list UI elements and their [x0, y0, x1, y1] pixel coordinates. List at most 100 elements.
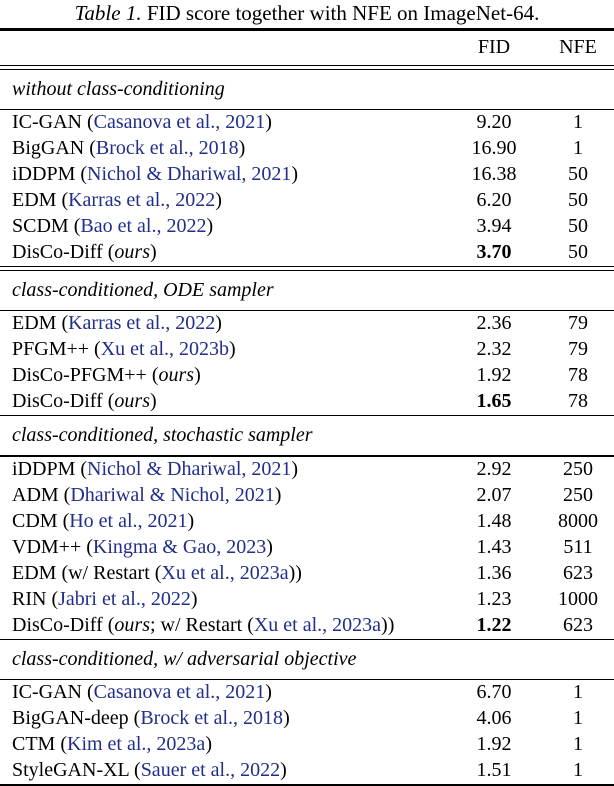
method-text: DisCo-PFGM++ ( — [12, 364, 159, 387]
citation-link[interactable]: Casanova et al., 2021 — [93, 110, 266, 133]
fid-value: 6.20 — [476, 188, 512, 211]
citation-link[interactable]: Brock et al., 2018 — [140, 707, 284, 730]
citation-link[interactable]: Ho et al., 2021 — [69, 509, 188, 532]
nfe-value: 78 — [568, 364, 588, 387]
citation-link[interactable]: Casanova et al., 2021 — [93, 681, 266, 704]
method-text: VDM++ ( — [12, 535, 93, 558]
section-title-rule — [0, 108, 614, 110]
section-title-rule — [0, 455, 614, 457]
section-title: class-conditioned, ODE sampler — [12, 278, 274, 301]
citation-link[interactable]: Nichol & Dhariwal, 2021 — [87, 457, 292, 480]
citation-link[interactable]: Karras et al., 2022 — [68, 188, 216, 211]
fid-value: 1.22 — [476, 613, 512, 636]
method-text: ) — [190, 587, 198, 610]
method-text: BigGAN-deep ( — [12, 707, 141, 730]
fid-value: 1.43 — [476, 535, 512, 558]
results-table: FID NFE without class-conditioning IC-GAN… — [0, 28, 614, 786]
citation-link[interactable]: Nichol & Dhariwal, 2021 — [87, 162, 292, 185]
nfe-value: 250 — [563, 457, 593, 480]
citation-link[interactable]: Xu et al., 2023a — [253, 613, 382, 636]
fid-value: 2.32 — [476, 338, 512, 361]
method-cell: iDDPM (Nichol & Dhariwal, 2021) — [0, 162, 446, 188]
nfe-value: 623 — [563, 561, 593, 584]
method-text: )) — [288, 561, 302, 584]
method-text: ) — [291, 162, 299, 185]
fid-value: 1.65 — [476, 390, 512, 413]
table-row: IC-GAN (Casanova et al., 2021) 6.70 1 — [0, 680, 614, 706]
method-cell: BigGAN-deep (Brock et al., 2018) — [0, 706, 446, 732]
method-text: ) — [291, 457, 299, 480]
fid-value: 9.20 — [476, 110, 512, 133]
citation-link[interactable]: Brock et al., 2018 — [95, 136, 239, 159]
method-text: ) — [280, 759, 287, 782]
table-row: DisCo-PFGM++ (ours) 1.92 78 — [0, 363, 614, 389]
method-text: )) — [381, 613, 395, 636]
table-row: EDM (Karras et al., 2022) 2.36 79 — [0, 311, 614, 337]
header-double-rule — [0, 64, 614, 70]
method-text: PFGM++ ( — [12, 338, 101, 361]
method-cell: iDDPM (Nichol & Dhariwal, 2021) — [0, 457, 446, 483]
fid-value: 1.36 — [476, 561, 512, 584]
method-text: ) — [149, 390, 157, 413]
method-cell: IC-GAN (Casanova et al., 2021) — [0, 680, 446, 706]
method-cell: PFGM++ (Xu et al., 2023b) — [0, 337, 446, 363]
citation-link[interactable]: Xu et al., 2023b — [100, 338, 230, 361]
method-text: ) — [265, 110, 272, 133]
method-cell: BigGAN (Brock et al., 2018) — [0, 136, 446, 162]
method-text: RIN ( — [12, 587, 59, 610]
method-text: StyleGAN-XL ( — [12, 759, 141, 782]
method-text: IC-GAN ( — [12, 110, 94, 133]
citation-link[interactable]: Sauer et al., 2022 — [140, 759, 281, 782]
citation-link[interactable]: Kim et al., 2023a — [67, 733, 206, 756]
table-row: IC-GAN (Casanova et al., 2021) 9.20 1 — [0, 110, 614, 136]
citation-link[interactable]: Jabri et al., 2022 — [58, 587, 191, 610]
method-text: ADM ( — [12, 483, 71, 506]
method-text: ; w/ Restart ( — [149, 613, 254, 636]
fid-value: 3.94 — [476, 214, 512, 237]
citation-link[interactable]: Dhariwal & Nichol, 2021 — [70, 483, 275, 506]
header-row: FID NFE — [0, 31, 614, 65]
col-header-nfe: NFE — [559, 35, 597, 58]
method-text: ) — [283, 707, 290, 730]
fid-value: 6.70 — [476, 681, 512, 704]
method-text: ) — [215, 188, 222, 211]
method-text: IC-GAN ( — [12, 681, 94, 704]
method-text: ) — [238, 136, 246, 159]
table-row: ADM (Dhariwal & Nichol, 2021) 2.07 250 — [0, 483, 614, 509]
nfe-value: 8000 — [558, 509, 598, 532]
method-cell: EDM (Karras et al., 2022) — [0, 188, 446, 214]
table-row: iDDPM (Nichol & Dhariwal, 2021) 16.38 50 — [0, 162, 614, 188]
method-text: EDM ( — [12, 312, 69, 335]
fid-value: 2.07 — [476, 483, 512, 506]
method-text: DisCo-Diff ( — [12, 613, 115, 636]
citation-link[interactable]: Xu et al., 2023a — [161, 561, 289, 584]
method-text: ) — [149, 240, 157, 263]
method-cell: DisCo-Diff (ours; w/ Restart (Xu et al.,… — [0, 613, 446, 639]
fid-value: 1.92 — [476, 364, 512, 387]
nfe-value: 1 — [573, 110, 583, 133]
caption-label: Table 1. — [74, 1, 142, 25]
method-cell: IC-GAN (Casanova et al., 2021) — [0, 110, 446, 136]
fid-value: 1.23 — [476, 587, 512, 610]
section-title: class-conditioned, stochastic sampler — [12, 424, 313, 447]
method-text: ) — [194, 364, 201, 387]
table-body: without class-conditioning IC-GAN (Casano… — [0, 70, 614, 785]
method-text: ) — [215, 312, 222, 335]
citation-link[interactable]: Karras et al., 2022 — [68, 312, 216, 335]
fid-value: 1.48 — [476, 509, 512, 532]
table-caption: Table 1. FID score together with NFE on … — [0, 0, 614, 28]
citation-link[interactable]: Bao et al., 2022 — [80, 214, 207, 237]
method-cell: EDM (Karras et al., 2022) — [0, 311, 446, 337]
nfe-value: 50 — [568, 214, 588, 237]
nfe-value: 50 — [568, 188, 588, 211]
nfe-value: 1000 — [558, 587, 598, 610]
fid-value: 3.70 — [476, 240, 512, 263]
method-text: ) — [274, 483, 282, 506]
method-text: ours — [114, 613, 150, 636]
method-text: ) — [205, 733, 212, 756]
nfe-value: 250 — [563, 483, 593, 506]
nfe-value: 1 — [573, 733, 583, 756]
method-text: DisCo-Diff ( — [12, 240, 115, 263]
citation-link[interactable]: Kingma & Gao, 2023 — [92, 535, 267, 558]
nfe-value: 50 — [568, 162, 588, 185]
